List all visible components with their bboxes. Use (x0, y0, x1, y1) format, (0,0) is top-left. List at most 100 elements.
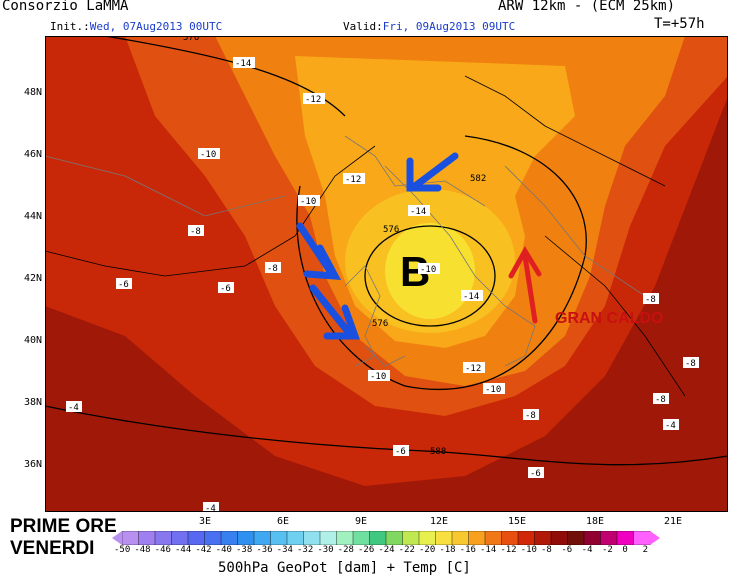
arrow-ne-head (406, 157, 442, 192)
lon-label: 18E (586, 516, 605, 527)
temp-label: -10 (420, 265, 436, 275)
arrow-w-head (303, 244, 342, 280)
lat-label: 44N (24, 211, 43, 222)
temp-label: -12 (345, 175, 361, 185)
colorbar-swatch (154, 531, 173, 545)
heat-label: GRAN CALDO (555, 310, 663, 327)
colorbar-swatch (204, 531, 222, 545)
gp-label: 582 (470, 174, 486, 184)
temp-label-bg (303, 93, 325, 104)
colorbar-swatch (270, 531, 288, 545)
temp-label: -12 (465, 364, 481, 374)
colorbar-tick-label: -22 (398, 545, 415, 555)
model-label: ARW 12km - (ECM 25km) (498, 0, 676, 14)
init-prefix: Init.: (50, 20, 90, 33)
temp-label: -14 (463, 292, 479, 302)
colorbar-swatch (187, 531, 206, 545)
colorbar-left-arrow (112, 531, 122, 545)
arrow-ne (411, 152, 459, 190)
temp-label: -14 (235, 59, 251, 69)
temp-label: -8 (685, 359, 696, 369)
colorbar-tick-label: -26 (357, 545, 375, 555)
note-line: VENERDI (10, 538, 95, 559)
lon-label: 21E (664, 516, 683, 527)
geopotential-labels: 576 576 582 576 588 (183, 36, 486, 457)
temp-label-bg (523, 409, 539, 420)
lon-label: 15E (508, 516, 527, 527)
coastlines (45, 135, 646, 367)
geopotential-contours (45, 36, 728, 466)
lat-label: 40N (24, 335, 43, 346)
temp-label-bg (528, 467, 544, 478)
temp-label-bg (483, 383, 505, 394)
map-frame (45, 36, 728, 512)
temp-label-bg (66, 401, 82, 412)
lat-label: 38N (24, 397, 43, 408)
temp-label: -10 (370, 372, 386, 382)
temp-label-bg (463, 362, 485, 373)
temp-label: -8 (655, 395, 666, 405)
colorbar-swatch (616, 531, 635, 545)
colorbar-tick-label: -48 (134, 545, 151, 555)
temp-label: -10 (300, 197, 316, 207)
colorbar-swatch (435, 531, 453, 545)
colorbar-swatch (633, 531, 651, 545)
colorbar-tick-label: -20 (418, 545, 436, 555)
temperature-labels: -14 -12 -10 -12 -10 -14 -8 -8 -6 -6 -10 -14 -12 -10 -1… (66, 57, 699, 512)
colorbar-tick-label: -12 (500, 545, 517, 555)
valid-prefix: Valid: (343, 20, 383, 33)
temp-label-bg (198, 148, 220, 159)
colorbar-tick-label: -46 (154, 545, 171, 555)
colorbar-swatch (418, 531, 437, 545)
app-title: Consorzio LaMMA (2, 0, 129, 14)
colorbar-swatch (286, 531, 305, 545)
gp-label: 576 (372, 319, 388, 329)
colorbar-swatch (385, 531, 404, 545)
colorbar-tick-label: -28 (337, 545, 354, 555)
arrow-sw-head (323, 304, 360, 340)
temp-label: -8 (267, 264, 278, 274)
lat-label: 36N (24, 459, 43, 470)
temp-label-bg (393, 445, 409, 456)
temp-label: -8 (190, 227, 201, 237)
colorbar-swatch (583, 531, 602, 545)
colorbar-tick-label: -14 (479, 545, 497, 555)
colorbar-tick-label: -6 (561, 545, 573, 555)
temp-label: -6 (395, 447, 406, 457)
temp-label-bg (368, 370, 390, 381)
blue-arrows (296, 152, 459, 340)
colorbar-tick-label: -36 (256, 545, 273, 555)
red-arrow (508, 246, 542, 324)
lon-label: 12E (430, 516, 449, 527)
temp-label-bg (233, 57, 255, 68)
lat-label: 42N (24, 273, 43, 284)
temp-label-bg (418, 263, 440, 274)
colorbar-tick-label: -8 (540, 545, 552, 555)
colorbar (112, 531, 660, 545)
colorbar-swatch (352, 531, 371, 545)
colorbar-tick-label: -30 (317, 545, 334, 555)
temp-label-bg (683, 357, 699, 368)
colorbar-swatch (501, 531, 519, 545)
temp-label: -10 (485, 385, 501, 395)
colorbar-swatch (484, 531, 503, 545)
colorbar-swatch (171, 531, 189, 545)
colorbar-swatch (550, 531, 569, 545)
valid-label: Valid:Fri, 09Aug2013 09UTC (343, 20, 515, 33)
colorbar-swatch (237, 531, 255, 545)
colorbar-tick-label: -2 (601, 545, 613, 555)
colorbar-tick-label: -16 (459, 545, 476, 555)
arrow-sw (309, 284, 354, 338)
colorbar-tick-label: -42 (195, 545, 212, 555)
temp-label-bg (653, 393, 669, 404)
temp-label-bg (265, 262, 281, 273)
lat-label: 46N (24, 149, 43, 160)
colorbar-tick-label: -50 (114, 545, 131, 555)
temp-label-bg (298, 195, 320, 206)
forecast-step: T=+57h (654, 16, 705, 32)
lat-label: 48N (24, 87, 43, 98)
lon-label: 6E (277, 516, 290, 527)
colorbar-swatch (402, 531, 420, 545)
colorbar-tick-label: -24 (378, 545, 395, 555)
temp-label: -14 (410, 207, 426, 217)
